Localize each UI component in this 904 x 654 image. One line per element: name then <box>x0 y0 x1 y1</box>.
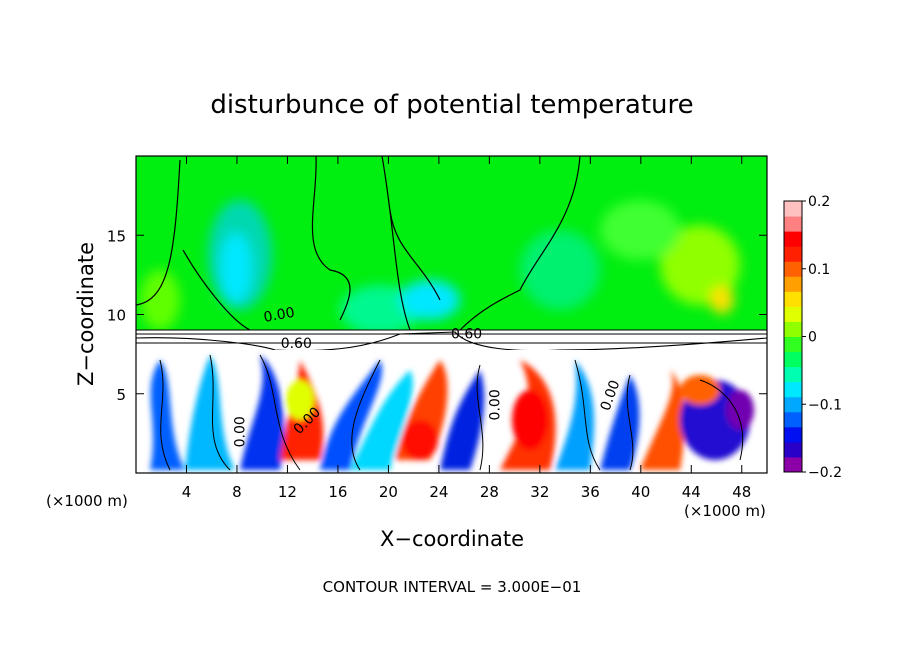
y-tick-label: 5 <box>116 386 126 404</box>
colorbar-swatch <box>784 246 802 262</box>
contour-interval-note: CONTOUR INTERVAL = 3.000E−01 <box>323 578 582 596</box>
x-tick-label: 40 <box>631 483 650 501</box>
x-tick-label: 28 <box>480 483 499 501</box>
colorbar-tick-label: −0.2 <box>808 465 842 481</box>
colorbar-tick-label: 0 <box>808 330 817 346</box>
colorbar-swatch <box>784 261 802 277</box>
x-axis-ticks: 4 8 12 16 20 24 28 32 36 40 44 48 <box>182 156 751 501</box>
colorbar-tick-label: −0.1 <box>808 397 842 413</box>
lower-contours <box>159 354 744 471</box>
colorbar-swatch <box>784 336 802 353</box>
colorbar-swatch <box>784 426 802 443</box>
zero-contour-upper <box>136 156 581 331</box>
contour-label: 0.00 <box>487 389 503 420</box>
colorbar-swatch <box>784 231 802 247</box>
x-axis-label: X−coordinate <box>380 527 524 551</box>
x-tick-label: 4 <box>182 483 192 501</box>
colorbar-tick-label: 0.2 <box>808 194 830 210</box>
colorbar-swatch <box>784 321 802 337</box>
y-tick-label: 10 <box>107 307 126 325</box>
colorbar <box>784 201 802 473</box>
colorbar-swatch <box>784 441 802 458</box>
x-tick-label: 36 <box>581 483 600 501</box>
colorbar-swatch <box>784 276 802 292</box>
plot-area <box>136 156 767 473</box>
contour-label: 0.00 <box>233 416 249 447</box>
colorbar-swatch <box>784 366 802 383</box>
colorbar-swatch <box>784 411 802 428</box>
x-tick-label: 20 <box>379 483 398 501</box>
colorbar-swatch <box>784 216 802 232</box>
x-tick-label: 12 <box>278 483 297 501</box>
colorbar-swatch <box>784 351 802 368</box>
y-tick-label: 15 <box>107 227 126 245</box>
x-tick-label: 44 <box>682 483 701 501</box>
colorbar-swatch <box>784 381 802 398</box>
x-unit-right: (×1000 m) <box>684 502 766 520</box>
colorbar-swatch <box>784 291 802 307</box>
inversion-contours <box>136 329 767 352</box>
colorbar-swatch <box>784 306 802 322</box>
colorbar-swatch <box>784 456 802 473</box>
lower-field-blobs <box>150 355 754 470</box>
colorbar-ticks: 0.2 0.1 0 −0.1 −0.2 <box>802 194 842 481</box>
x-unit-left: (×1000 m) <box>46 492 128 510</box>
x-tick-label: 24 <box>429 483 448 501</box>
contour-label: 0.60 <box>451 326 482 342</box>
x-tick-label: 48 <box>732 483 751 501</box>
colorbar-tick-label: 0.1 <box>808 262 830 278</box>
inversion-layer <box>136 330 767 350</box>
colorbar-swatch <box>784 201 802 217</box>
chart-title: disturbunce of potential temperature <box>210 90 693 120</box>
x-tick-label: 8 <box>232 483 242 501</box>
x-tick-label: 16 <box>328 483 347 501</box>
x-tick-label: 32 <box>530 483 549 501</box>
contour-label: 0.60 <box>281 336 312 352</box>
y-axis-label: Z−coordinate <box>74 242 98 386</box>
contour-label: 0.00 <box>262 305 295 326</box>
y-axis-ticks: 5 10 15 <box>107 227 767 404</box>
colorbar-swatch <box>784 396 802 413</box>
upper-field-blobs <box>140 200 740 335</box>
